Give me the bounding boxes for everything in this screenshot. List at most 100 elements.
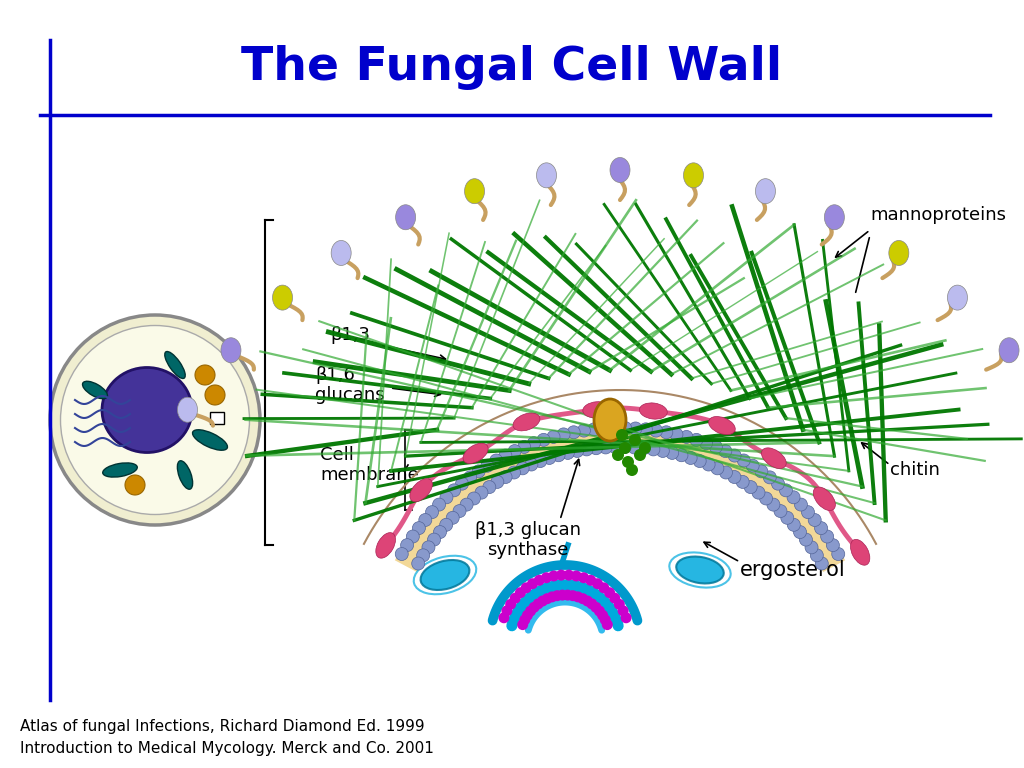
- Circle shape: [752, 486, 765, 499]
- Circle shape: [519, 614, 530, 625]
- Circle shape: [490, 475, 504, 488]
- Circle shape: [464, 471, 477, 484]
- Circle shape: [719, 445, 732, 458]
- Circle shape: [670, 428, 683, 441]
- Circle shape: [591, 602, 601, 613]
- Ellipse shape: [465, 179, 484, 204]
- Circle shape: [547, 591, 558, 602]
- Circle shape: [815, 557, 828, 570]
- Circle shape: [597, 610, 608, 621]
- Circle shape: [433, 525, 446, 538]
- Ellipse shape: [583, 402, 610, 418]
- Circle shape: [499, 612, 509, 624]
- Circle shape: [639, 423, 652, 435]
- Circle shape: [720, 466, 732, 479]
- Circle shape: [195, 365, 215, 385]
- Circle shape: [456, 477, 469, 490]
- Circle shape: [820, 530, 834, 543]
- Circle shape: [538, 433, 550, 446]
- Text: chitin: chitin: [890, 461, 940, 479]
- Ellipse shape: [610, 157, 630, 183]
- Circle shape: [794, 525, 807, 538]
- Circle shape: [534, 574, 545, 586]
- Circle shape: [590, 442, 602, 455]
- Circle shape: [608, 422, 622, 435]
- Circle shape: [510, 593, 521, 604]
- Circle shape: [587, 598, 597, 609]
- Circle shape: [831, 548, 845, 561]
- Circle shape: [515, 588, 526, 598]
- Circle shape: [522, 610, 532, 621]
- Circle shape: [542, 593, 553, 604]
- Circle shape: [552, 590, 562, 601]
- Circle shape: [50, 315, 260, 525]
- Circle shape: [693, 455, 707, 468]
- Text: The Fungal Cell Wall: The Fungal Cell Wall: [242, 45, 782, 91]
- Circle shape: [616, 429, 628, 441]
- Circle shape: [795, 498, 807, 511]
- Circle shape: [618, 442, 631, 454]
- Ellipse shape: [676, 557, 724, 584]
- Circle shape: [588, 423, 601, 435]
- Circle shape: [417, 549, 430, 562]
- Circle shape: [810, 549, 823, 562]
- Circle shape: [556, 570, 566, 581]
- Text: synthase: synthase: [487, 541, 568, 559]
- Circle shape: [675, 449, 688, 462]
- Circle shape: [728, 471, 741, 484]
- Circle shape: [763, 471, 776, 484]
- Text: membrane: membrane: [319, 466, 419, 484]
- Circle shape: [613, 599, 625, 610]
- Ellipse shape: [639, 403, 668, 419]
- Circle shape: [570, 445, 584, 458]
- Ellipse shape: [177, 397, 198, 422]
- Circle shape: [787, 518, 801, 531]
- Circle shape: [579, 572, 589, 583]
- Ellipse shape: [193, 430, 227, 450]
- Circle shape: [567, 425, 581, 439]
- Circle shape: [543, 452, 556, 465]
- Text: glucans: glucans: [315, 386, 385, 404]
- Ellipse shape: [395, 205, 416, 230]
- Circle shape: [422, 541, 435, 554]
- Circle shape: [755, 465, 768, 478]
- Circle shape: [528, 602, 540, 613]
- Circle shape: [649, 424, 663, 437]
- Ellipse shape: [762, 448, 786, 468]
- Circle shape: [808, 514, 821, 527]
- Circle shape: [548, 571, 559, 581]
- Circle shape: [205, 385, 225, 405]
- Ellipse shape: [221, 338, 241, 362]
- Circle shape: [629, 422, 642, 435]
- Ellipse shape: [824, 205, 845, 230]
- Circle shape: [508, 445, 521, 458]
- Circle shape: [659, 425, 673, 439]
- Circle shape: [517, 619, 528, 630]
- Circle shape: [702, 458, 715, 471]
- Circle shape: [621, 612, 632, 624]
- Circle shape: [547, 430, 560, 443]
- Ellipse shape: [272, 285, 293, 310]
- Circle shape: [582, 595, 593, 607]
- Circle shape: [787, 491, 800, 504]
- Circle shape: [395, 548, 409, 561]
- Circle shape: [447, 484, 461, 497]
- Circle shape: [561, 446, 574, 459]
- Circle shape: [552, 449, 565, 462]
- Ellipse shape: [683, 163, 703, 188]
- Circle shape: [426, 505, 438, 518]
- Circle shape: [567, 590, 579, 601]
- Circle shape: [744, 481, 757, 494]
- Circle shape: [622, 456, 634, 468]
- Circle shape: [647, 443, 659, 456]
- Circle shape: [453, 505, 466, 518]
- Ellipse shape: [376, 533, 395, 558]
- Circle shape: [604, 588, 615, 598]
- Circle shape: [439, 518, 453, 531]
- Circle shape: [626, 464, 638, 476]
- Circle shape: [125, 475, 145, 495]
- Circle shape: [525, 606, 536, 617]
- Circle shape: [475, 486, 488, 499]
- Circle shape: [617, 605, 629, 617]
- Circle shape: [594, 606, 605, 617]
